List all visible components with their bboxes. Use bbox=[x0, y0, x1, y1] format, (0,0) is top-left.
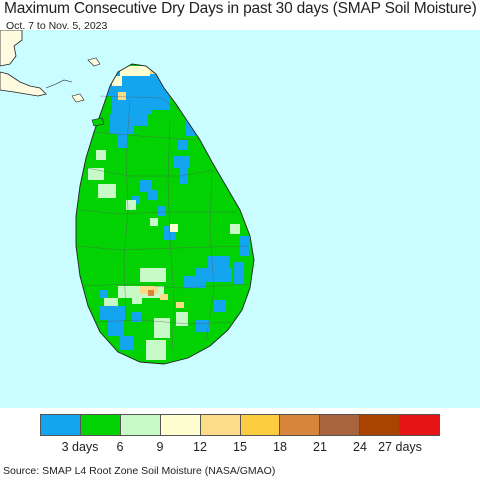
legend-tick-label: 12 bbox=[193, 440, 207, 454]
legend-tick-label: 15 bbox=[233, 440, 247, 454]
legend-tick-label: 6 bbox=[116, 440, 124, 454]
small-island bbox=[87, 57, 101, 67]
legend-swatch-4 bbox=[160, 415, 201, 435]
sri-lanka-map bbox=[0, 30, 255, 365]
india-landmass-lower bbox=[0, 71, 47, 97]
district-borders bbox=[77, 95, 249, 351]
map-area[interactable] bbox=[0, 30, 480, 408]
legend-tick-label: 27 days bbox=[378, 440, 422, 454]
legend-tick-label: 21 bbox=[313, 440, 327, 454]
legend-swatch-7 bbox=[280, 415, 321, 435]
mannar-island bbox=[91, 117, 105, 127]
legend-tick-label: 3 days bbox=[61, 440, 99, 454]
legend-swatch-1 bbox=[41, 415, 81, 435]
india-landmass bbox=[0, 30, 23, 67]
legend-swatch-2 bbox=[80, 415, 121, 435]
legend-swatch-10 bbox=[400, 415, 440, 435]
legend-swatch-6 bbox=[240, 415, 281, 435]
legend-tick-label: 24 bbox=[353, 440, 367, 454]
legend-swatch-8 bbox=[320, 415, 361, 435]
small-island bbox=[71, 93, 85, 103]
legend-tick-label: 9 bbox=[156, 440, 164, 454]
sri-lanka-coastline bbox=[75, 63, 255, 365]
legend-swatch-3 bbox=[120, 415, 161, 435]
color-legend bbox=[40, 414, 440, 436]
data-source: Source: SMAP L4 Root Zone Soil Moisture … bbox=[3, 465, 276, 477]
legend-swatch-5 bbox=[200, 415, 241, 435]
legend-ticks: 3 days 6 9 12 15 18 21 24 27 days bbox=[40, 440, 440, 454]
legend-tick-label: 18 bbox=[273, 440, 287, 454]
legend-swatch-9 bbox=[360, 415, 401, 435]
adams-bridge bbox=[45, 79, 73, 89]
map-title: Maximum Consecutive Dry Days in past 30 … bbox=[4, 0, 477, 17]
date-range-subtitle: Oct. 7 to Nov. 5, 2023 bbox=[6, 20, 108, 32]
